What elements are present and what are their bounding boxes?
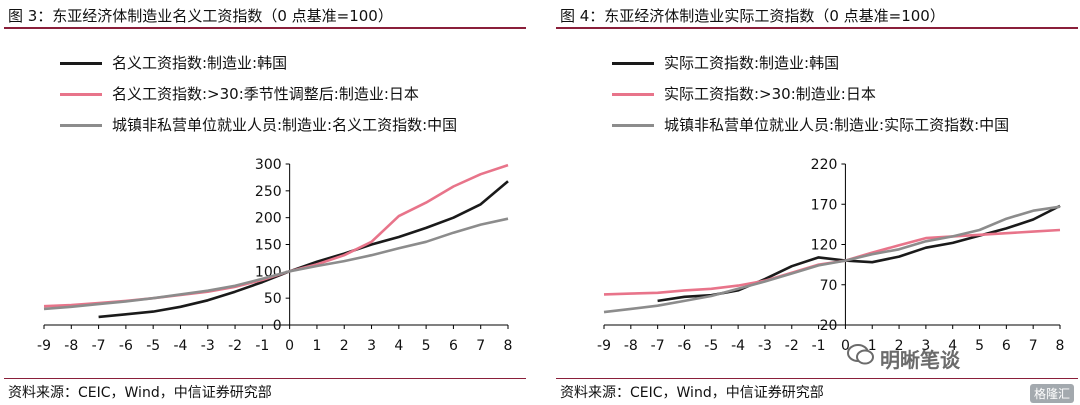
- series-line-2: [603, 205, 1061, 314]
- source-rule: [556, 378, 1078, 379]
- x-tick-label: -8: [64, 338, 78, 354]
- legend-label: 城镇非私营单位就业人员:制造业:实际工资指数:中国: [664, 116, 1010, 134]
- y-tick-label: 170: [811, 197, 838, 213]
- x-tick-label: 3: [367, 338, 376, 354]
- x-tick-label: -2: [228, 338, 242, 354]
- chart-panel-real: 图 4：东亚经济体制造业实际工资指数（0 点基准=100） 实际工资指数:制造业…: [552, 0, 1080, 405]
- x-tick-label: -5: [146, 338, 160, 354]
- legend-label: 实际工资指数:>30:制造业:日本: [664, 85, 876, 103]
- x-tick-label: 0: [841, 338, 850, 354]
- chart-panel-nominal: 图 3：东亚经济体制造业名义工资指数（0 点基准=100） 名义工资指数:制造业…: [0, 0, 530, 405]
- x-tick-label: -1: [255, 338, 269, 354]
- x-tick-label: 4: [948, 338, 957, 354]
- x-tick-label: 4: [394, 338, 403, 354]
- y-tick-label: 200: [255, 211, 282, 227]
- x-tick-label: -5: [704, 338, 718, 354]
- y-tick-label: 50: [264, 291, 282, 307]
- line-chart-real: 20 70 120 170 220 -9 -8 -7 -6 -5 -4 -3 -2 -1 0 1 2 3 4 5 6 7 8: [597, 157, 1065, 354]
- x-tick-label: 2: [340, 338, 349, 354]
- legend-label: 名义工资指数:制造业:韩国: [112, 54, 288, 72]
- x-tick-label: 3: [921, 338, 930, 354]
- x-tick-label: -4: [731, 338, 745, 354]
- x-tick-label: -7: [651, 338, 665, 354]
- chart-title: 图 4：东亚经济体制造业实际工资指数（0 点基准=100）: [560, 7, 945, 25]
- x-tick-label: 6: [1002, 338, 1011, 354]
- x-tick-label: -9: [597, 338, 611, 354]
- x-tick-label: 6: [449, 338, 458, 354]
- corner-badge: 格隆汇: [1029, 384, 1074, 403]
- x-tick-label: -7: [92, 338, 106, 354]
- x-tick-label: 5: [975, 338, 984, 354]
- y-tick-label: 70: [820, 278, 838, 294]
- x-tick-label: 5: [422, 338, 431, 354]
- legend-swatch: [60, 93, 102, 96]
- y-tick-label: 150: [255, 238, 282, 254]
- y-tick-label: 300: [255, 157, 282, 173]
- x-tick-label: 1: [312, 338, 321, 354]
- legend-swatch: [60, 62, 102, 65]
- x-tick-label: -3: [758, 338, 772, 354]
- x-tick-label: -9: [37, 338, 51, 354]
- legend-swatch: [60, 124, 102, 127]
- x-tick-label: 2: [895, 338, 904, 354]
- watermark-text: 明晰笔谈: [880, 348, 960, 372]
- legend-swatch: [612, 93, 654, 96]
- legend-label: 城镇非私营单位就业人员:制造业:名义工资指数:中国: [112, 116, 458, 134]
- y-tick-label: 220: [811, 157, 838, 173]
- title-rule: [556, 27, 1078, 29]
- y-tick-label: 250: [255, 184, 282, 200]
- x-tick-label: 8: [1056, 338, 1065, 354]
- chart-title: 图 3：东亚经济体制造业名义工资指数（0 点基准=100）: [8, 7, 393, 25]
- x-tick-label: -3: [201, 338, 215, 354]
- legend-label: 名义工资指数:>30:季节性调整后:制造业:日本: [112, 85, 419, 103]
- wechat-icon: [847, 344, 874, 365]
- title-rule: [4, 27, 526, 29]
- series-line-0: [98, 180, 509, 319]
- x-tick-label: 7: [1029, 338, 1038, 354]
- source-note: 资料来源：CEIC，Wind，中信证券研究部: [560, 385, 824, 401]
- x-tick-label: -6: [677, 338, 691, 354]
- x-tick-label: 1: [868, 338, 877, 354]
- x-tick-label: -1: [812, 338, 826, 354]
- y-tick-label: 120: [811, 238, 838, 254]
- x-tick-label: -4: [173, 338, 187, 354]
- x-tick-label: 7: [476, 338, 485, 354]
- source-note: 资料来源：CEIC，Wind，中信证券研究部: [8, 385, 272, 401]
- legend-label: 实际工资指数:制造业:韩国: [664, 54, 840, 72]
- x-tick-label: 0: [285, 338, 294, 354]
- x-tick-label: -6: [119, 338, 133, 354]
- x-tick-label: -8: [624, 338, 638, 354]
- series-line-2: [43, 217, 509, 311]
- y-tick-label: 0: [273, 318, 282, 334]
- legend-swatch: [612, 124, 654, 127]
- x-tick-label: 8: [504, 338, 513, 354]
- legend-swatch: [612, 62, 654, 65]
- source-rule: [4, 378, 526, 379]
- y-tick-label: 20: [820, 318, 838, 334]
- x-tick-label: -2: [785, 338, 799, 354]
